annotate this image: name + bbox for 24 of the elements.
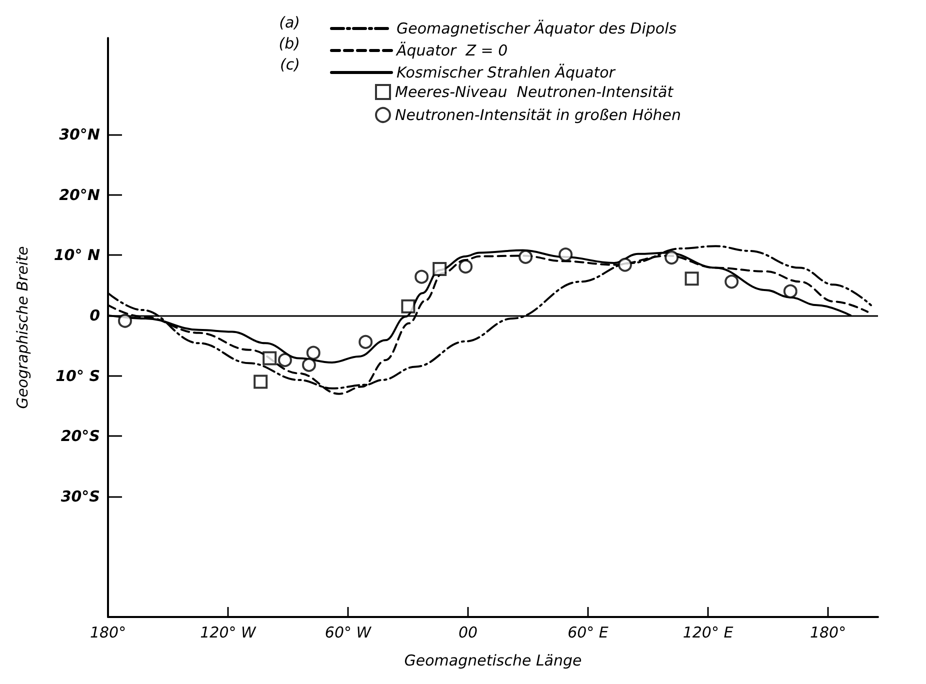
y-tick-label: 10° N <box>54 246 100 264</box>
legend-label: Geomagnetischer Äquator des Dipols <box>396 20 677 38</box>
legend-label: Meeres-Niveau Neutronen-Intensität <box>395 83 674 101</box>
y-tick-label: 20°N <box>59 186 100 204</box>
x-tick-label: 120° W <box>200 624 258 642</box>
y-tick-label: 0 <box>90 306 100 324</box>
legend-label: Kosmischer Strahlen Äquator <box>396 64 616 82</box>
x-tick-label: 120° E <box>682 624 734 642</box>
x-tick-label: 00 <box>458 624 478 642</box>
x-tick-label: 180° <box>810 624 846 642</box>
y-tick-label: 30°S <box>60 487 100 506</box>
text: (a) <box>279 14 300 32</box>
x-tick-label: 180° <box>90 624 126 642</box>
annotation: (c) <box>280 56 300 74</box>
x-axis-title: Geomagnetische Länge <box>404 652 582 670</box>
y-tick-label: 10° S <box>56 366 100 385</box>
x-tick-label: 60° E <box>568 624 609 642</box>
y-tick-label: 20°S <box>60 427 100 446</box>
legend-label: Neutronen-Intensität in großen Höhen <box>395 106 682 124</box>
y-tick-label: 30°N <box>59 126 100 144</box>
legend-label: Äquator Z = 0 <box>396 42 508 60</box>
annotation: (b) <box>278 34 300 52</box>
x-tick-label: 60° W <box>324 624 372 642</box>
y-axis-title: Geographische Breite <box>14 246 32 409</box>
